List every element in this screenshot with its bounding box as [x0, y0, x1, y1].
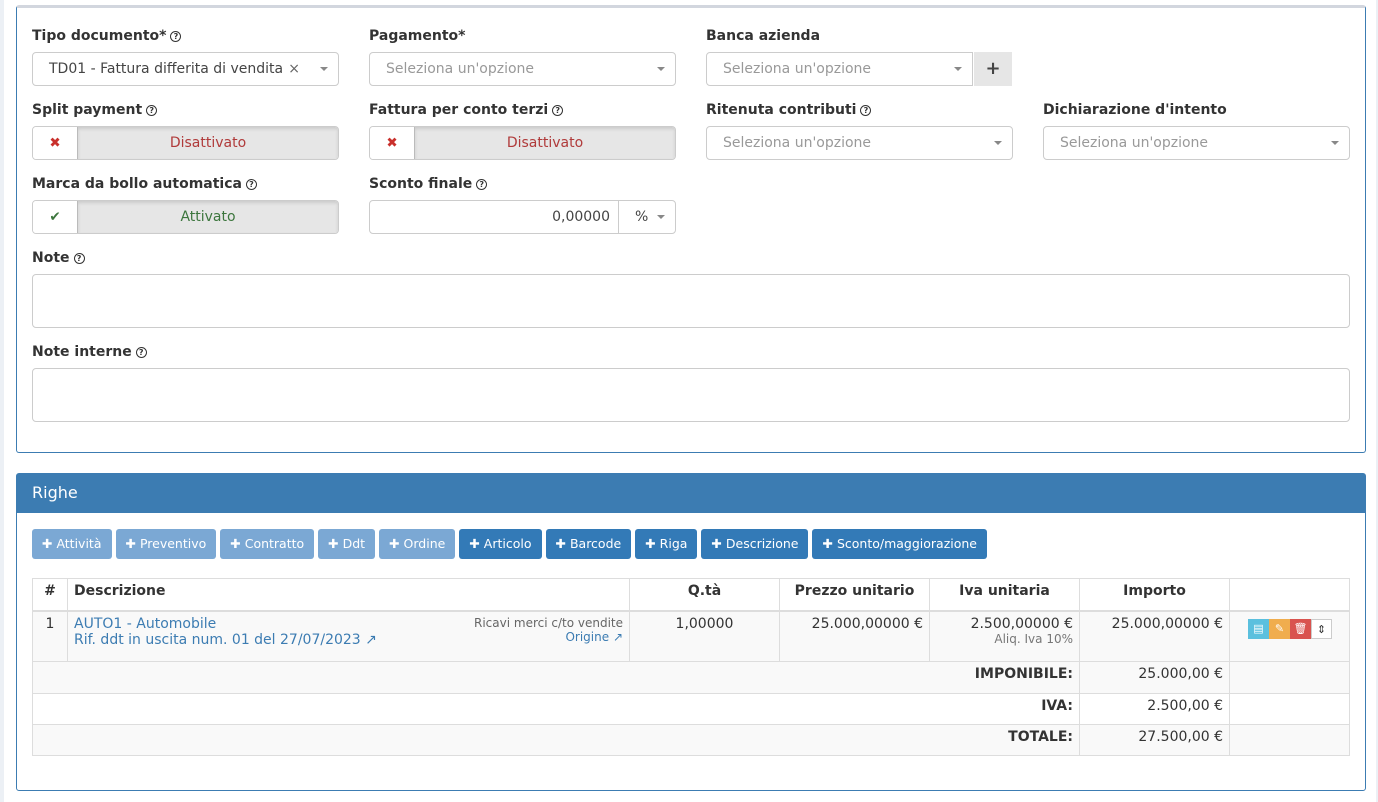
caret-down-icon [954, 67, 962, 75]
clear-icon[interactable]: × [288, 61, 300, 77]
col-importo: Importo [1079, 578, 1230, 612]
add-preventivo-button[interactable]: ✚ Preventivo [115, 529, 217, 559]
row-descrizione: Ricavi merci c/to vendite Origine ↗ AUTO1… [67, 610, 630, 662]
help-icon[interactable]: ? [170, 31, 182, 42]
row-prezzo: 25.000,00000 € [779, 610, 930, 662]
add-articolo-button[interactable]: ✚ Articolo [459, 529, 542, 559]
righe-panel: Righe ✚ Attività ✚ Preventivo ✚ Contratt… [16, 473, 1366, 791]
ritenuta-select[interactable]: Seleziona un'opzione [706, 126, 1013, 160]
tipo-documento-select[interactable]: TD01 - Fattura differita di vendita × [32, 52, 339, 86]
bollo-label: Marca da bollo automatica? [32, 176, 257, 192]
caret-down-icon [657, 215, 665, 223]
add-buttons: ✚ Attività ✚ Preventivo ✚ Contratto ✚ Dd… [32, 529, 987, 559]
help-icon[interactable]: ? [860, 105, 872, 116]
split-label: Split payment? [32, 102, 158, 118]
intento-select[interactable]: Seleziona un'opzione [1043, 126, 1350, 160]
banca-select[interactable]: Seleziona un'opzione [706, 52, 973, 86]
edit-icon[interactable]: ✎ [1269, 618, 1290, 639]
ddt-reference-link[interactable]: Rif. ddt in uscita num. 01 del 27/07/202… [74, 631, 377, 648]
bollo-toggle[interactable]: ✔ Attivato [32, 200, 339, 234]
help-icon[interactable]: ? [146, 105, 158, 116]
col-descrizione: Descrizione [67, 578, 630, 612]
add-contratto-button[interactable]: ✚ Contratto [220, 529, 315, 559]
articolo-link[interactable]: AUTO1 - Automobile [74, 615, 217, 632]
sconto-input[interactable]: 0,00000 [369, 200, 619, 234]
add-descrizione-button[interactable]: ✚ Descrizione [701, 529, 809, 559]
row-number: 1 [32, 610, 68, 662]
caret-down-icon [1331, 141, 1339, 149]
external-link-icon: ↗ [365, 631, 377, 648]
add-ddt-button[interactable]: ✚ Ddt [318, 529, 376, 559]
totale-label: TOTALE: [32, 724, 1080, 756]
help-icon[interactable]: ? [245, 179, 257, 190]
pagamento-select[interactable]: Seleziona un'opzione [369, 52, 676, 86]
righe-title: Righe [17, 474, 1365, 513]
sconto-unit-select[interactable]: % [618, 200, 676, 234]
row-qta: 1,00000 [629, 610, 780, 662]
caret-down-icon [657, 67, 665, 75]
add-riga-button[interactable]: ✚ Riga [635, 529, 698, 559]
sconto-label: Sconto finale? [369, 176, 488, 192]
help-icon[interactable]: ? [73, 253, 85, 264]
col-actions [1229, 578, 1350, 612]
check-icon: ✔ [33, 201, 78, 233]
note-textarea[interactable] [32, 274, 1350, 328]
imponibile-label: IMPONIBILE: [32, 661, 1080, 694]
imponibile-value: 25.000,00 € [1079, 661, 1230, 694]
iva-label: IVA: [32, 693, 1080, 725]
add-sconto-button[interactable]: ✚ Sconto/maggiorazione [812, 529, 987, 559]
tipo-documento-label: Tipo documento*? [32, 28, 182, 44]
note-interne-label: Note interne? [32, 344, 147, 360]
origine-link[interactable]: Origine ↗ [565, 629, 623, 644]
conto-terzi-toggle[interactable]: ✖ Disattivato [369, 126, 676, 160]
ritenuta-label: Ritenuta contributi? [706, 102, 872, 118]
sort-icon[interactable]: ⇕ [1311, 618, 1332, 639]
row-actions: ▤ ✎ 🗑 ⇕ [1229, 610, 1350, 662]
conto-text: Ricavi merci c/to vendite [474, 615, 623, 630]
intento-label: Dichiarazione d'intento [1043, 102, 1227, 118]
row-importo: 25.000,00000 € [1079, 610, 1230, 662]
row-iva: 2.500,00000 € Aliq. Iva 10% [929, 610, 1080, 662]
trash-icon[interactable]: 🗑 [1290, 618, 1311, 639]
split-toggle[interactable]: ✖ Disattivato [32, 126, 339, 160]
external-link-icon: ↗ [612, 629, 623, 644]
x-icon: ✖ [370, 127, 415, 159]
caret-down-icon [994, 141, 1002, 149]
col-prezzo: Prezzo unitario [779, 578, 930, 612]
banca-label: Banca azienda [706, 28, 821, 44]
add-barcode-button[interactable]: ✚ Barcode [545, 529, 632, 559]
conto-terzi-label: Fattura per conto terzi? [369, 102, 564, 118]
col-qta: Q.tà [629, 578, 780, 612]
document-icon[interactable]: ▤ [1248, 618, 1269, 639]
add-ordine-button[interactable]: ✚ Ordine [379, 529, 456, 559]
note-label: Note? [32, 250, 85, 266]
table-row: 1 Ricavi merci c/to vendite Origine ↗ AUT… [32, 610, 1350, 662]
totale-value: 27.500,00 € [1079, 724, 1230, 756]
help-icon[interactable]: ? [552, 105, 564, 116]
iva-value: 2.500,00 € [1079, 693, 1230, 725]
help-icon[interactable]: ? [135, 347, 147, 358]
add-attivita-button[interactable]: ✚ Attività [32, 529, 112, 559]
col-number: # [32, 578, 68, 612]
pagamento-label: Pagamento* [369, 28, 466, 44]
righe-table: # Descrizione Q.tà Prezzo unitario Iva u… [32, 578, 1350, 756]
x-icon: ✖ [33, 127, 78, 159]
col-iva: Iva unitaria [929, 578, 1080, 612]
help-icon[interactable]: ? [476, 179, 488, 190]
note-interne-textarea[interactable] [32, 368, 1350, 422]
caret-down-icon [320, 67, 328, 75]
add-banca-button[interactable]: + [974, 52, 1012, 86]
